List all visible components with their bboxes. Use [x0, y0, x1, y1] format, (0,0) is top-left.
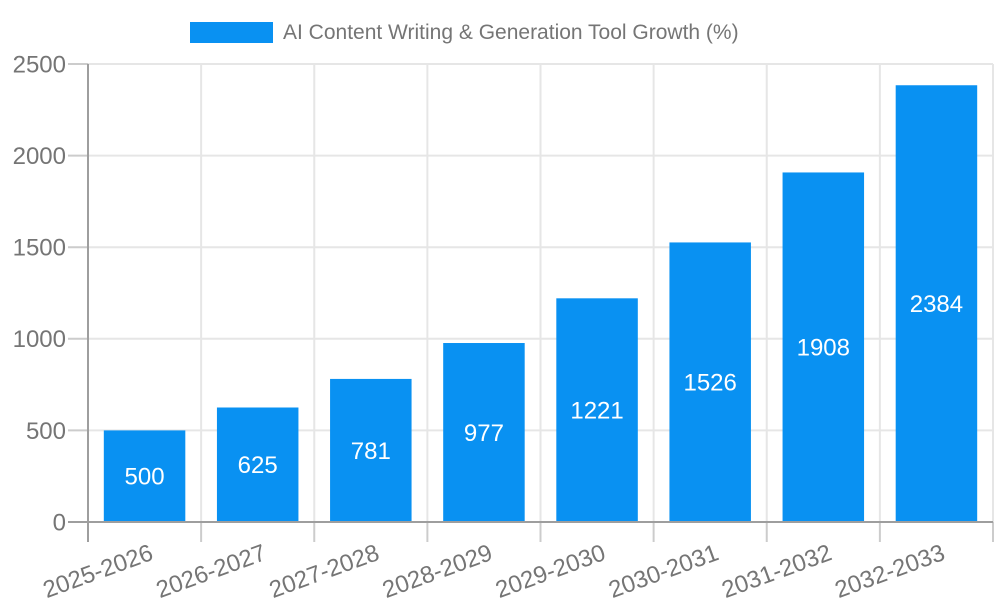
legend: AI Content Writing & Generation Tool Gro…	[190, 21, 739, 44]
y-tick-label: 1000	[13, 326, 66, 353]
bar	[443, 343, 525, 522]
bar	[103, 430, 186, 522]
bar	[782, 172, 865, 522]
legend-label: AI Content Writing & Generation Tool Gro…	[283, 21, 739, 44]
legend-swatch	[190, 22, 273, 43]
bar-value-label: 1908	[797, 335, 850, 362]
bar-value-label: 781	[351, 438, 391, 465]
x-tick-label: 2031-2032	[718, 539, 835, 600]
bar	[216, 407, 299, 522]
y-tick-label: 1500	[13, 235, 66, 262]
bar-value-label: 625	[238, 452, 278, 479]
bar-value-label: 2384	[910, 291, 963, 318]
x-tick-label: 2030-2031	[605, 539, 722, 600]
bar-value-label: 1221	[570, 398, 623, 425]
bar	[669, 242, 751, 522]
bar-value-label: 500	[125, 464, 165, 491]
y-tick-label: 500	[26, 418, 66, 445]
y-tick-label: 2000	[13, 143, 66, 170]
x-tick-label: 2026-2027	[153, 539, 270, 600]
x-tick-label: 2029-2030	[492, 539, 609, 600]
y-tick-label: 2500	[13, 51, 66, 78]
bar-value-label: 977	[464, 420, 504, 447]
x-tick-label: 2027-2028	[266, 539, 383, 600]
bar	[556, 298, 638, 522]
bar	[330, 378, 412, 522]
x-tick-label: 2025-2026	[40, 539, 157, 600]
y-tick-label: 0	[53, 509, 66, 536]
bar	[895, 85, 978, 523]
bar-value-label: 1526	[683, 370, 736, 397]
x-tick-label: 2032-2033	[831, 539, 948, 600]
x-tick-label: 2028-2029	[379, 539, 496, 600]
